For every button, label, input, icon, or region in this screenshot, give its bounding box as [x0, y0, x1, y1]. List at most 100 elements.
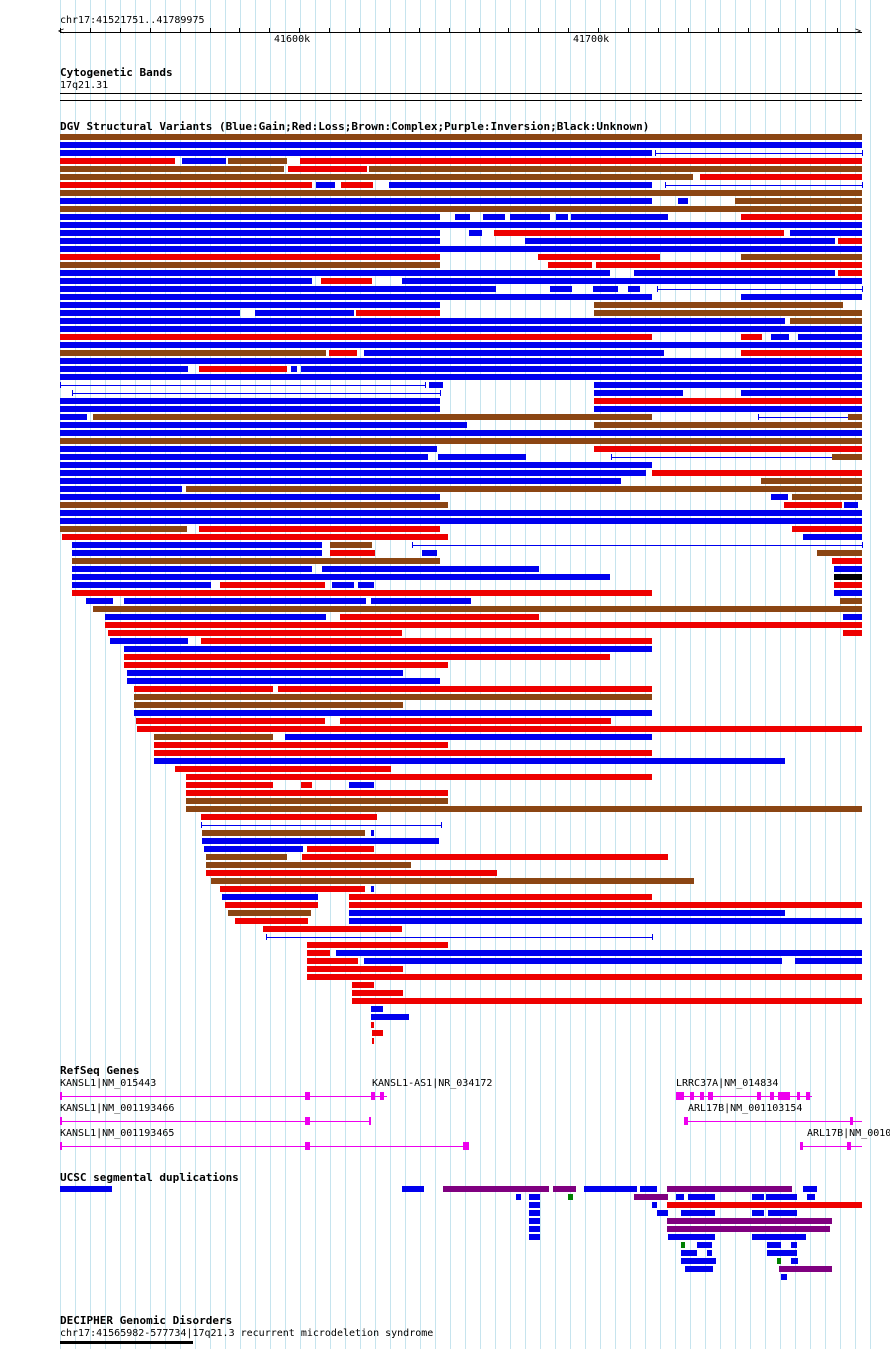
dgv-complex-variant[interactable] [154, 734, 273, 740]
dgv-gain-variant[interactable] [60, 470, 646, 476]
dgv-sv-link-end[interactable] [862, 150, 863, 156]
dgv-gain-variant[interactable] [60, 494, 440, 500]
dgv-unknown-variant[interactable] [834, 574, 862, 580]
segdup-blue-feature[interactable] [791, 1242, 797, 1248]
segdup-blue-feature[interactable] [768, 1210, 797, 1216]
segdup-blue-feature[interactable] [529, 1226, 540, 1232]
dgv-loss-variant[interactable] [134, 686, 273, 692]
gene-exon[interactable] [369, 1117, 371, 1125]
dgv-loss-variant[interactable] [307, 942, 448, 948]
gene-label-kansl1-015443[interactable]: KANSL1|NM_015443 [60, 1078, 157, 1089]
dgv-gain-variant[interactable] [202, 838, 439, 844]
dgv-gain-variant[interactable] [105, 614, 326, 620]
dgv-loss-variant[interactable] [349, 902, 862, 908]
dgv-loss-variant[interactable] [154, 750, 652, 756]
dgv-loss-variant[interactable] [307, 950, 330, 956]
dgv-gain-variant[interactable] [371, 1006, 383, 1012]
dgv-gain-variant[interactable] [510, 214, 550, 220]
dgv-gain-variant[interactable] [60, 486, 182, 492]
gene-label-kansl1-as1[interactable]: KANSL1-AS1|NR_034172 [372, 1078, 493, 1089]
dgv-gain-variant[interactable] [60, 222, 862, 228]
dgv-loss-variant[interactable] [352, 998, 862, 1004]
segdup-blue-feature[interactable] [697, 1242, 712, 1248]
segdup-blue-feature[interactable] [529, 1202, 540, 1208]
dgv-gain-variant[interactable] [371, 598, 471, 604]
segdup-blue-feature[interactable] [402, 1186, 424, 1192]
dgv-sv-link-end[interactable] [412, 542, 413, 548]
segdup-blue-feature[interactable] [516, 1194, 521, 1200]
dgv-gain-variant[interactable] [60, 198, 652, 204]
cytoband-track-title[interactable]: Cytogenetic Bands [60, 66, 173, 79]
dgv-gain-variant[interactable] [60, 238, 440, 244]
segdup-green-feature[interactable] [777, 1258, 781, 1264]
dgv-gain-variant[interactable] [86, 598, 113, 604]
dgv-gain-variant[interactable] [60, 150, 652, 156]
dgv-gain-variant[interactable] [60, 318, 785, 324]
dgv-sv-link-end[interactable] [266, 934, 267, 940]
dgv-gain-variant[interactable] [336, 950, 862, 956]
dgv-loss-variant[interactable] [538, 254, 660, 260]
dgv-complex-variant[interactable] [60, 502, 448, 508]
gene-exon[interactable] [700, 1092, 704, 1100]
segdup-purple-feature[interactable] [667, 1226, 830, 1232]
dgv-gain-variant[interactable] [72, 566, 312, 572]
dgv-complex-variant[interactable] [60, 262, 440, 268]
dgv-sv-link[interactable] [72, 393, 440, 394]
dgv-sv-link[interactable] [758, 417, 848, 418]
dgv-loss-variant[interactable] [288, 166, 367, 172]
segdup-purple-feature[interactable] [443, 1186, 549, 1192]
segdup-blue-feature[interactable] [766, 1194, 797, 1200]
dgv-loss-variant[interactable] [186, 782, 273, 788]
decipher-track-title[interactable]: DECIPHER Genomic Disorders [60, 1314, 233, 1327]
dgv-gain-variant[interactable] [834, 590, 862, 596]
dgv-gain-variant[interactable] [60, 446, 437, 452]
dgv-gain-variant[interactable] [371, 1014, 409, 1020]
dgv-gain-variant[interactable] [556, 214, 568, 220]
dgv-complex-variant[interactable] [832, 454, 862, 460]
dgv-gain-variant[interactable] [72, 550, 322, 556]
dgv-sv-link-end[interactable] [862, 542, 863, 548]
dgv-gain-variant[interactable] [60, 278, 312, 284]
dgv-loss-variant[interactable] [371, 1022, 374, 1028]
gene-exon[interactable] [778, 1092, 790, 1100]
dgv-loss-variant[interactable] [60, 182, 312, 188]
dgv-gain-variant[interactable] [60, 510, 862, 516]
segdup-blue-feature[interactable] [752, 1194, 764, 1200]
segdup-green-feature[interactable] [568, 1194, 573, 1200]
dgv-sv-link-end[interactable] [611, 454, 612, 460]
segdup-blue-feature[interactable] [652, 1202, 657, 1208]
segdup-blue-feature[interactable] [529, 1218, 540, 1224]
dgv-loss-variant[interactable] [201, 814, 377, 820]
dgv-loss-variant[interactable] [220, 582, 325, 588]
dgv-loss-variant[interactable] [594, 398, 862, 404]
dgv-complex-variant[interactable] [228, 158, 287, 164]
dgv-loss-variant[interactable] [206, 870, 497, 876]
segdup-blue-feature[interactable] [584, 1186, 637, 1192]
gene-exon[interactable] [690, 1092, 694, 1100]
dgv-gain-variant[interactable] [525, 238, 835, 244]
dgv-complex-variant[interactable] [186, 798, 448, 804]
dgv-loss-variant[interactable] [199, 366, 287, 372]
dgv-gain-variant[interactable] [60, 414, 87, 420]
segdup-track-title[interactable]: UCSC segmental duplications [60, 1171, 239, 1184]
dgv-loss-variant[interactable] [220, 886, 365, 892]
dgv-loss-variant[interactable] [105, 622, 862, 628]
dgv-gain-variant[interactable] [60, 230, 440, 236]
segdup-blue-feature[interactable] [681, 1210, 715, 1216]
dgv-loss-variant[interactable] [838, 270, 862, 276]
dgv-gain-variant[interactable] [316, 182, 335, 188]
dgv-gain-variant[interactable] [798, 334, 862, 340]
segdup-blue-feature[interactable] [791, 1258, 798, 1264]
decipher-feature-label[interactable]: chr17:41565982-577734|17q21.3 recurrent … [60, 1328, 434, 1339]
dgv-gain-variant[interactable] [834, 566, 862, 572]
segdup-blue-feature[interactable] [640, 1186, 657, 1192]
dgv-gain-variant[interactable] [803, 534, 862, 540]
segdup-blue-feature[interactable] [60, 1186, 112, 1192]
dgv-complex-variant[interactable] [840, 598, 862, 604]
dgv-loss-variant[interactable] [225, 902, 318, 908]
dgv-loss-variant[interactable] [136, 718, 325, 724]
dgv-gain-variant[interactable] [790, 230, 862, 236]
gene-exon[interactable] [60, 1092, 62, 1100]
gene-exon[interactable] [770, 1092, 774, 1100]
dgv-sv-link[interactable] [657, 289, 862, 290]
